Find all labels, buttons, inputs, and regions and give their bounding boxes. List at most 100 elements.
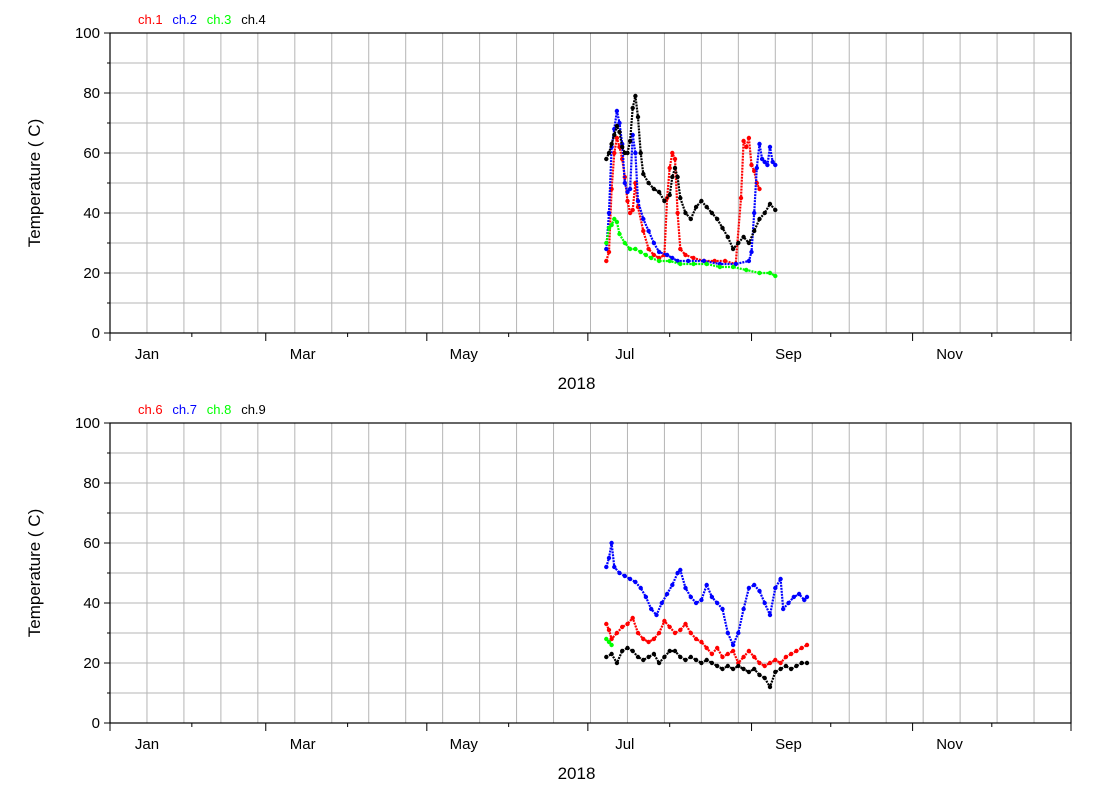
data-point (635, 654, 641, 660)
data-point (606, 639, 612, 645)
data-point (693, 204, 699, 210)
data-point (730, 246, 736, 252)
grid (109, 33, 1072, 333)
x-tick-label: Nov (936, 736, 963, 753)
data-point (606, 627, 612, 633)
legend-entry: ch.1 (138, 12, 163, 27)
data-point (649, 255, 654, 261)
data-point (678, 627, 683, 633)
data-point (683, 210, 688, 216)
y-tick-label: 0 (92, 325, 100, 342)
data-point (757, 216, 762, 222)
data-point (741, 666, 746, 672)
data-point (791, 594, 796, 600)
data-point (617, 570, 622, 576)
data-point (709, 651, 715, 657)
data-point (778, 660, 783, 666)
data-point (630, 615, 635, 621)
data-point (733, 261, 738, 267)
data-point (670, 582, 675, 588)
data-point (688, 630, 693, 636)
data-point (612, 564, 617, 570)
data-point (635, 114, 641, 120)
legend-entry: ch.9 (241, 402, 266, 417)
data-point (736, 630, 741, 636)
y-tick-label: 20 (83, 655, 100, 672)
x-tick-label: May (450, 736, 479, 753)
data-point (635, 630, 641, 636)
y-tick-label: 80 (83, 85, 100, 102)
x-tick-label: Mar (290, 736, 316, 753)
data-point (746, 258, 752, 264)
data-point (614, 219, 620, 225)
data-point (802, 597, 807, 603)
data-point (794, 648, 799, 654)
data-point (749, 249, 754, 255)
data-point (641, 636, 646, 642)
data-point (617, 231, 622, 237)
data-point (656, 660, 662, 666)
data-point (762, 663, 767, 669)
data-point (767, 660, 773, 666)
data-point (630, 207, 635, 213)
y-axis: 0 20 40 60 80 100 (75, 25, 110, 342)
data-point (773, 585, 778, 591)
data-point (609, 636, 614, 642)
data-point (633, 150, 638, 156)
data-point (612, 132, 617, 138)
data-point (752, 582, 757, 588)
data-point (767, 684, 773, 690)
data-point (604, 240, 609, 246)
data-point (678, 246, 683, 252)
x-axis: Jan Mar May Jul Sep Nov (109, 333, 1072, 363)
data-point (662, 198, 667, 204)
y-tick-label: 40 (83, 205, 100, 222)
data-point (667, 648, 672, 654)
data-point (651, 252, 657, 258)
data-point (773, 657, 778, 663)
data-point (667, 192, 672, 198)
data-point (609, 651, 614, 657)
data-point (752, 654, 757, 660)
y-tick-label: 60 (83, 535, 100, 552)
data-point (686, 258, 691, 264)
data-point (799, 645, 804, 651)
data-point (688, 594, 693, 600)
data-point (641, 216, 646, 222)
data-point (725, 651, 730, 657)
data-point (627, 186, 633, 192)
data-point (762, 600, 767, 606)
data-point (651, 636, 657, 642)
data-point (678, 567, 683, 573)
data-point (773, 273, 778, 279)
y-tick-label: 80 (83, 475, 100, 492)
data-point (767, 612, 773, 618)
data-point (746, 240, 752, 246)
data-point (678, 195, 683, 201)
data-point (672, 165, 678, 171)
data-point (609, 222, 614, 228)
data-point (691, 255, 696, 261)
legend-entry: ch.4 (241, 12, 266, 27)
data-point (630, 105, 635, 111)
data-point (664, 252, 670, 258)
data-point (709, 594, 715, 600)
series-ch-9 (604, 645, 810, 690)
data-point (693, 657, 699, 663)
data-point (788, 651, 794, 657)
data-point (651, 651, 657, 657)
y-tick-label: 100 (75, 25, 100, 42)
data-point (633, 93, 638, 99)
legend-entry: ch.8 (207, 402, 232, 417)
data-point (752, 210, 757, 216)
data-point (762, 210, 767, 216)
data-point (699, 660, 704, 666)
data-point (746, 648, 752, 654)
data-point (620, 144, 625, 150)
y-tick-label: 60 (83, 145, 100, 162)
data-point (704, 645, 709, 651)
data-point (715, 663, 720, 669)
data-point (752, 666, 757, 672)
data-point (664, 591, 670, 597)
data-point (614, 135, 620, 141)
